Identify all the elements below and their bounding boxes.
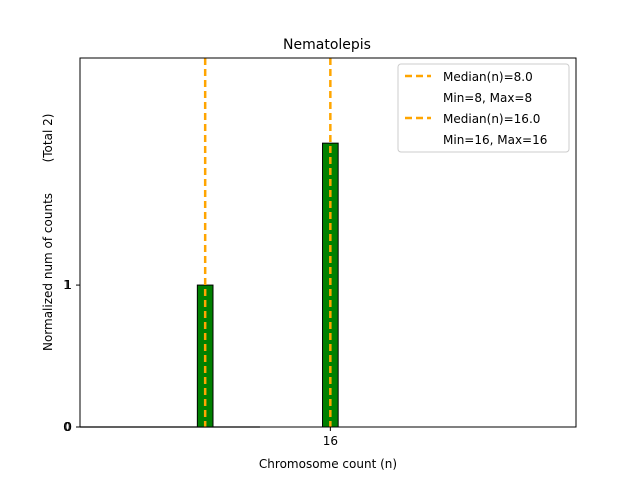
y-axis-total-note: (Total 2) — [41, 114, 55, 163]
y-axis-label: Normalized num of counts — [41, 193, 55, 351]
legend-median-label-2: Median(n)=16.0 — [443, 112, 540, 126]
y-tick-label-2: 1 — [64, 278, 72, 292]
legend-median-label-1: Median(n)=8.0 — [443, 70, 533, 84]
y-tick-label-left-1: 0 — [63, 420, 71, 434]
median-lines-layer — [203, 58, 332, 427]
x-tick-label-1: 16 — [323, 434, 338, 448]
legend-box — [397, 63, 570, 153]
legend-range-label-2: Min=16, Max=16 — [443, 133, 547, 147]
x-axis-label: Chromosome count (n) — [259, 457, 397, 471]
x-axis-ticks: 16 — [323, 427, 338, 448]
y-tick-label-left-2: 1 — [63, 278, 71, 292]
plot-frame — [79, 57, 577, 428]
chart-title: Nematolepis — [283, 37, 371, 53]
y-tick-label-1: 0 — [64, 420, 72, 434]
legend: Median(n)=8.0 Min=8, Max=8 Median(n)=16.… — [397, 63, 570, 153]
legend-range-label-1: Min=8, Max=8 — [443, 91, 532, 105]
